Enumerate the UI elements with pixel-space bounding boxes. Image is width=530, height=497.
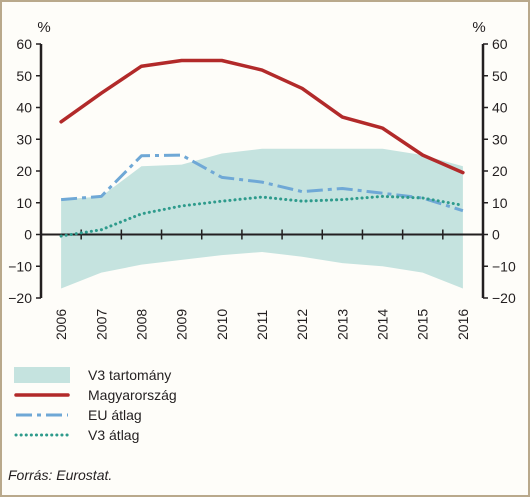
legend-swatch-hungary [14, 387, 70, 403]
y-tick-label-right-50: 50 [492, 68, 508, 84]
legend-item-hungary: Magyarország [14, 385, 177, 405]
y-tick-label-left-10: 10 [16, 195, 32, 211]
legend-label-eu: EU átlag [88, 407, 142, 423]
series-line-magyarorszag [59, 58, 465, 175]
x-tick-label-2009: 2009 [174, 309, 190, 340]
series-line-eu-atlag [60, 153, 464, 213]
y-tick-label-left--10: −10 [8, 258, 32, 274]
legend-label-band: V3 tartomány [88, 367, 172, 383]
x-tick-label-2015: 2015 [415, 309, 431, 340]
x-tick-label-2012: 2012 [294, 309, 310, 340]
legend: V3 tartomány Magyarország EU átlag V3 át… [14, 365, 177, 445]
y-tick-label-right-10: 10 [492, 195, 508, 211]
unit-label-left: % [37, 19, 50, 36]
y-tick-label-left-30: 30 [16, 131, 32, 147]
y-tick-label-left-0: 0 [24, 227, 32, 243]
legend-item-eu: EU átlag [14, 405, 177, 425]
legend-line-solid [14, 393, 70, 397]
legend-line-dotted [14, 433, 70, 437]
y-tick-label-left-50: 50 [16, 68, 32, 84]
y-tick-label-right--10: −10 [492, 258, 516, 274]
legend-item-v3: V3 átlag [14, 425, 177, 445]
x-tick-label-2010: 2010 [214, 309, 230, 340]
x-tick-label-2008: 2008 [133, 309, 149, 340]
x-tick-label-2013: 2013 [334, 309, 350, 340]
legend-swatch-band [14, 367, 70, 383]
legend-label-v3: V3 átlag [88, 427, 140, 443]
y-tick-label-left-20: 20 [16, 163, 32, 179]
y-tick-label-left-60: 60 [16, 36, 32, 52]
legend-swatch-v3 [14, 427, 70, 443]
y-tick-label-right-30: 30 [492, 131, 508, 147]
y-tick-label-left--20: −20 [8, 290, 32, 306]
legend-line-dashed [16, 413, 68, 417]
legend-label-hungary: Magyarország [88, 387, 177, 403]
y-tick-label-left-40: 40 [16, 100, 32, 116]
legend-swatch-eu [14, 407, 70, 423]
y-tick-label-right-40: 40 [492, 100, 508, 116]
x-tick-label-2011: 2011 [254, 310, 270, 340]
range-band-area [61, 148, 463, 289]
source-note: Forrás: Eurostat. [8, 467, 113, 483]
x-tick-label-2006: 2006 [53, 309, 69, 340]
y-tick-label-right-20: 20 [492, 163, 508, 179]
x-tick-label-2014: 2014 [375, 309, 391, 340]
x-tick-label-2007: 2007 [93, 309, 109, 340]
y-tick-label-right-0: 0 [492, 227, 500, 243]
x-tick-label-2016: 2016 [455, 309, 471, 340]
legend-item-band: V3 tartomány [14, 365, 177, 385]
unit-label-right: % [472, 19, 485, 36]
y-tick-label-right--20: −20 [492, 290, 516, 306]
y-tick-label-right-60: 60 [492, 36, 508, 52]
